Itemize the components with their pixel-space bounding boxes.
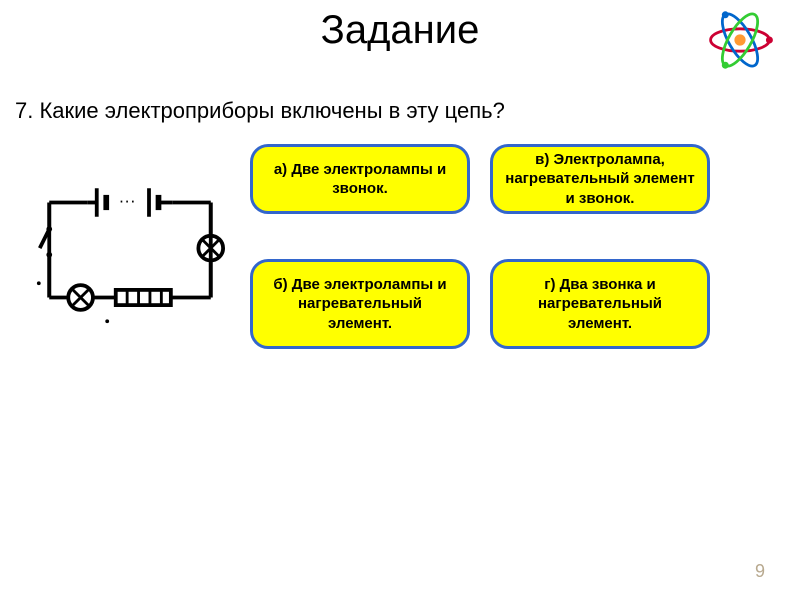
question-text: 7. Какие электроприборы включены в эту ц… bbox=[15, 98, 800, 124]
page-title: Задание bbox=[0, 0, 800, 53]
option-a[interactable]: а) Две электролампы и звонок. bbox=[250, 144, 470, 214]
option-b[interactable]: б) Две электролампы и нагревательный эле… bbox=[250, 259, 470, 349]
atom-icon bbox=[705, 5, 775, 75]
option-g[interactable]: г) Два звонка и нагревательный элемент. bbox=[490, 259, 710, 349]
svg-text:···: ··· bbox=[119, 191, 136, 210]
option-v[interactable]: в) Электролампа, нагревательный элемент … bbox=[490, 144, 710, 214]
circuit-diagram: ··· bbox=[35, 174, 225, 324]
page-number: 9 bbox=[755, 561, 765, 582]
